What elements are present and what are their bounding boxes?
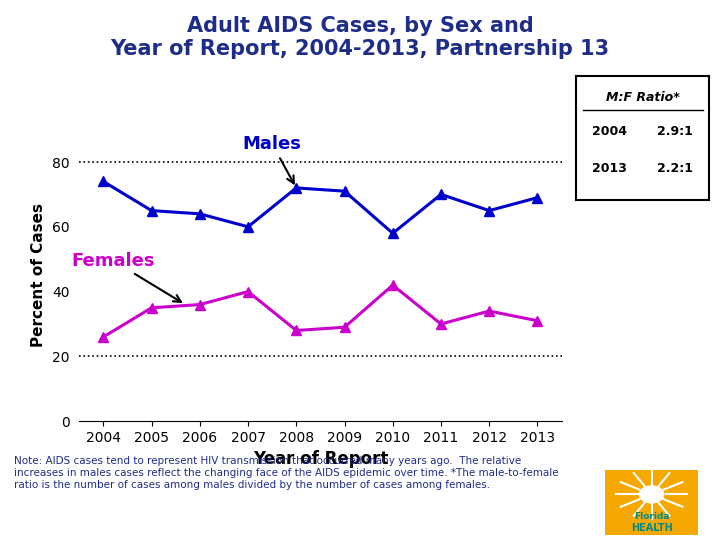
Text: Females: Females bbox=[71, 252, 181, 302]
Text: Note: AIDS cases tend to represent HIV transmission that occurred many years ago: Note: AIDS cases tend to represent HIV t… bbox=[14, 456, 559, 489]
Text: 2013: 2013 bbox=[592, 162, 627, 176]
Text: Adult AIDS Cases, by Sex and
Year of Report, 2004-2013, Partnership 13: Adult AIDS Cases, by Sex and Year of Rep… bbox=[110, 16, 610, 59]
Text: HEALTH: HEALTH bbox=[631, 523, 672, 533]
Text: 2.9:1: 2.9:1 bbox=[657, 125, 693, 138]
Text: 2.2:1: 2.2:1 bbox=[657, 162, 693, 176]
Text: Florida: Florida bbox=[634, 512, 670, 521]
Text: 2004: 2004 bbox=[592, 125, 627, 138]
Circle shape bbox=[639, 486, 664, 503]
Text: M:F Ratio*: M:F Ratio* bbox=[606, 91, 680, 104]
Y-axis label: Percent of Cases: Percent of Cases bbox=[31, 204, 46, 347]
Text: Males: Males bbox=[243, 135, 302, 184]
X-axis label: Year of Report: Year of Report bbox=[253, 450, 388, 469]
